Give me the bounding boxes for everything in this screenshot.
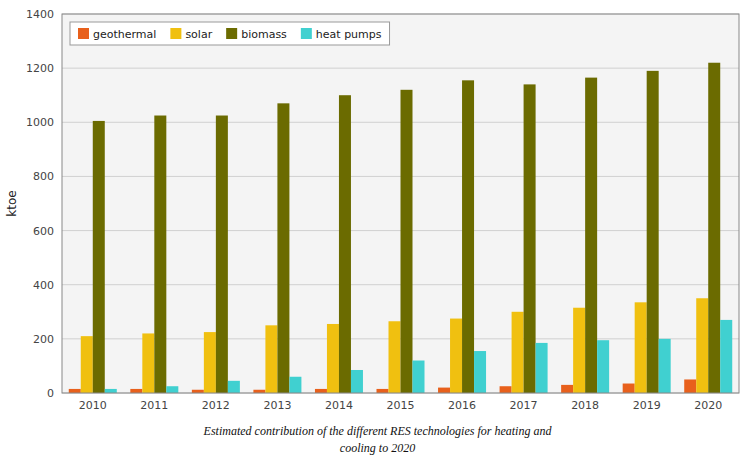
bar <box>166 386 178 393</box>
bar <box>142 333 154 393</box>
bar <box>130 389 142 393</box>
bar <box>623 384 635 393</box>
bar <box>512 312 524 393</box>
bar <box>450 319 462 393</box>
grid-line <box>62 68 739 69</box>
chart-svg: 0 200 400 600 800 1000 1200 1400 2010 2011 2012 201… <box>0 0 755 471</box>
x-tick-label: 2016 <box>448 399 476 412</box>
x-tick-label: 2019 <box>633 399 661 412</box>
x-tick-label: 2010 <box>79 399 107 412</box>
grid <box>62 14 739 393</box>
bar <box>216 116 228 393</box>
x-tick-label: 2011 <box>140 399 168 412</box>
legend-label: geothermal <box>93 28 156 41</box>
legend-label: biomass <box>241 28 287 41</box>
y-tick-label: 600 <box>33 225 54 238</box>
bar <box>376 389 388 393</box>
caption: Estimated contribution of the different … <box>203 424 553 438</box>
legend-swatch <box>301 28 312 39</box>
caption: cooling to 2020 <box>340 441 415 455</box>
legend-box <box>70 22 390 45</box>
legend-label: heat pumps <box>316 28 382 41</box>
legend-swatch <box>170 28 181 39</box>
bar <box>635 302 647 393</box>
bar <box>388 321 400 393</box>
bars <box>69 63 732 393</box>
bar <box>327 324 339 393</box>
x-tick-label: 2013 <box>263 399 291 412</box>
plot-frame <box>62 14 739 393</box>
x-tick-label: 2017 <box>510 399 538 412</box>
bar <box>585 78 597 393</box>
y-tick-label: 200 <box>33 333 54 346</box>
bar <box>573 308 585 393</box>
chart-container: 0 200 400 600 800 1000 1200 1400 2010 2011 2012 201… <box>0 0 755 471</box>
bar <box>500 386 512 393</box>
bar <box>154 116 166 393</box>
x-tick-label: 2012 <box>202 399 230 412</box>
bar <box>277 103 289 393</box>
bar <box>228 381 240 393</box>
legend-label: solar <box>185 28 212 41</box>
bar <box>474 351 486 393</box>
bar <box>69 389 81 393</box>
bar <box>289 377 301 393</box>
bar <box>708 63 720 393</box>
x-tick-label: 2014 <box>325 399 353 412</box>
y-tick-label: 800 <box>33 170 54 183</box>
bar <box>265 325 277 393</box>
bar <box>401 90 413 393</box>
plot-background <box>62 14 739 393</box>
bar <box>204 332 216 393</box>
legend-swatch <box>78 28 89 39</box>
y-axis-label: ktoe <box>5 190 19 216</box>
bar <box>659 339 671 393</box>
bar <box>524 84 536 393</box>
bar <box>536 343 548 393</box>
bar <box>315 389 327 393</box>
bar <box>105 389 117 393</box>
bar <box>684 379 696 393</box>
x-tick-label: 2018 <box>571 399 599 412</box>
bar <box>413 361 425 393</box>
y-tick-label: 400 <box>33 279 54 292</box>
bar <box>81 336 93 393</box>
y-tick-label: 0 <box>47 387 54 400</box>
legend-swatch <box>226 28 237 39</box>
x-tick-label: 2015 <box>387 399 415 412</box>
bar <box>597 340 609 393</box>
bar <box>561 385 573 393</box>
y-tick-label: 1400 <box>26 8 54 21</box>
bar <box>339 95 351 393</box>
y-tick-label: 1200 <box>26 62 54 75</box>
x-tick-label: 2020 <box>694 399 722 412</box>
bar <box>462 80 474 393</box>
bar <box>93 121 105 393</box>
bar <box>720 320 732 393</box>
bar <box>438 388 450 393</box>
y-tick-label: 1000 <box>26 116 54 129</box>
bar <box>647 71 659 393</box>
legend: geothermal solar biomass heat pumps <box>70 22 390 45</box>
bar <box>351 370 363 393</box>
bar <box>696 298 708 393</box>
